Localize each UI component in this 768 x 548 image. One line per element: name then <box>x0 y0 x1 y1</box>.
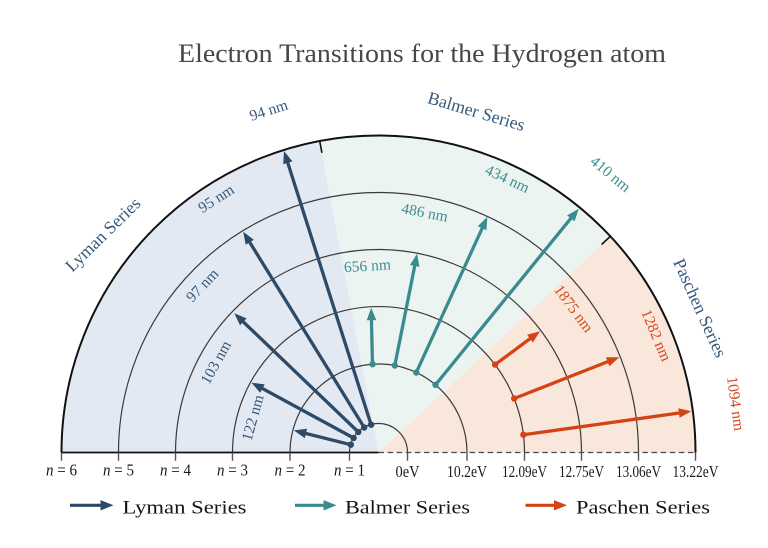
svg-text:0eV: 0eV <box>396 462 420 481</box>
svg-text:Electron Transitions for the H: Electron Transitions for the Hydrogen at… <box>178 39 666 68</box>
svg-text:13.06eV: 13.06eV <box>616 462 661 481</box>
svg-text:n = 4: n = 4 <box>160 461 191 480</box>
svg-text:n = 1: n = 1 <box>334 461 365 480</box>
svg-text:n = 6: n = 6 <box>46 461 77 480</box>
svg-text:Balmer Series: Balmer Series <box>345 498 470 519</box>
svg-text:12.09eV: 12.09eV <box>502 462 547 481</box>
svg-text:10.2eV: 10.2eV <box>447 462 487 481</box>
svg-text:Lyman Series: Lyman Series <box>123 498 247 519</box>
svg-text:n = 5: n = 5 <box>103 461 134 480</box>
svg-text:656 nm: 656 nm <box>344 256 392 276</box>
svg-text:12.75eV: 12.75eV <box>559 462 604 481</box>
svg-text:13.22eV: 13.22eV <box>673 462 719 481</box>
svg-text:Paschen Series: Paschen Series <box>576 498 710 519</box>
svg-text:n = 3: n = 3 <box>217 461 248 480</box>
svg-text:n = 2: n = 2 <box>275 461 306 480</box>
